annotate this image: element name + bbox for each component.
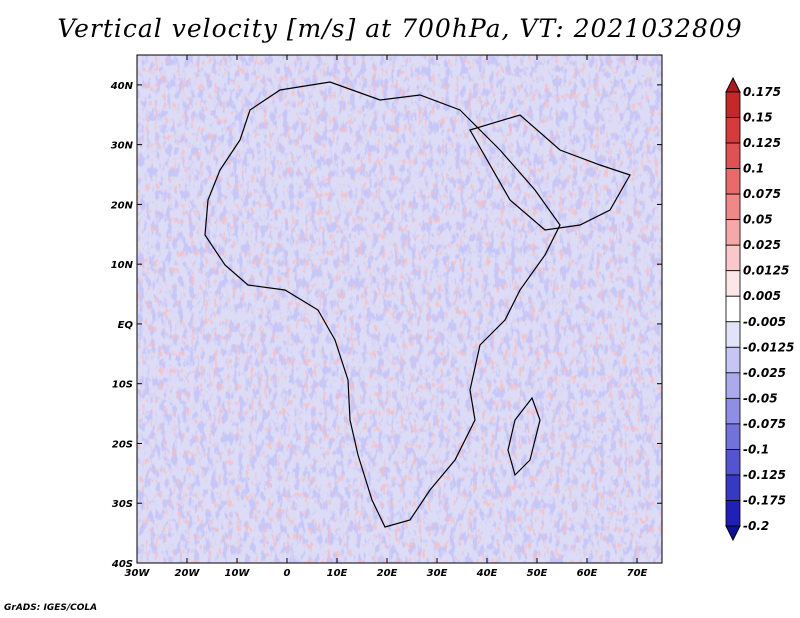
colorbar-label: 0.175 <box>743 85 781 99</box>
coastline-arabia <box>469 114 631 231</box>
y-axis: 40N 30N 20N 10N EQ 10S 20S 30S 40S <box>110 81 662 570</box>
colorbar-top-triangle <box>725 76 741 93</box>
colorbar-bottom-triangle <box>725 525 741 542</box>
colorbar-box <box>725 219 741 246</box>
x-tick-label: 50E <box>527 568 548 579</box>
colorbar-label: 0.005 <box>743 289 781 303</box>
x-tick-label: 0 <box>284 568 291 579</box>
x-tick-label: 10W <box>225 568 251 579</box>
x-tick-label: 10E <box>327 568 348 579</box>
y-tick-label: EQ <box>118 320 134 331</box>
colorbar-box <box>725 117 741 144</box>
colorbar-box <box>725 474 741 501</box>
colorbar-label: -0.0125 <box>743 340 794 354</box>
colorbar-label: -0.025 <box>743 366 786 380</box>
chart-title: Vertical velocity [m/s] at 700hPa, VT: 2… <box>57 14 743 43</box>
colorbar-box <box>725 423 741 450</box>
plot-area <box>137 55 662 563</box>
colorbar-box <box>725 321 741 348</box>
colorbar-box <box>725 91 741 118</box>
colorbar-box <box>725 295 741 323</box>
x-tick-label: 20E <box>377 568 398 579</box>
colorbar-label: 0.05 <box>743 213 773 227</box>
colorbar-box <box>725 397 741 425</box>
x-tick-label: 30E <box>427 568 448 579</box>
y-tick-label: 30S <box>112 499 133 510</box>
colorbar-label: -0.125 <box>743 468 786 482</box>
field-texture-red <box>137 55 662 563</box>
colorbar-label: -0.005 <box>743 315 786 329</box>
colorbar-box <box>725 270 741 297</box>
colorbar-label: -0.2 <box>743 519 769 533</box>
colorbar-box <box>725 500 741 527</box>
colorbar-label: 0.15 <box>743 111 773 125</box>
colorbar-label: -0.175 <box>743 493 786 507</box>
y-tick-label: 10S <box>112 380 133 391</box>
y-tick-label: 40N <box>110 81 134 92</box>
y-tick-label: 30N <box>111 141 134 152</box>
y-tick-label: 40S <box>111 559 133 570</box>
colorbar-label: 0.1 <box>743 162 764 176</box>
y-tick-label: 20N <box>111 200 134 211</box>
colorbar-label: 0.075 <box>743 187 781 201</box>
colorbar-label: 0.025 <box>743 238 781 252</box>
x-tick-label: 70E <box>627 568 648 579</box>
coastline-madagascar <box>507 396 541 477</box>
x-tick-label: 40E <box>476 568 498 579</box>
plot-frame <box>136 54 663 564</box>
colorbar-box <box>725 244 741 272</box>
colorbar-box <box>725 193 741 221</box>
x-tick-label: 60E <box>577 568 598 579</box>
x-axis: 30W 20W 10W 0 10E 20E 30E 40E 50E 60E 70E <box>125 55 648 579</box>
footer-credit: GrADS: IGES/COLA <box>4 603 98 613</box>
colorbar-label: -0.075 <box>743 417 786 431</box>
colorbar-label: 0.125 <box>743 136 781 150</box>
y-tick-label: 10N <box>111 260 134 271</box>
colorbar-label: -0.1 <box>743 442 769 456</box>
colorbar-label: -0.05 <box>743 391 778 405</box>
colorbar-label: 0.0125 <box>743 264 789 278</box>
colorbar-box <box>725 168 741 195</box>
coastline-africa <box>204 81 561 528</box>
colorbar-box <box>725 142 741 169</box>
y-tick-label: 20S <box>112 439 133 450</box>
colorbar-box <box>725 372 741 399</box>
colorbar: 0.175 0.15 0.125 0.1 0.075 0.05 0.025 0.0125 0.0… <box>725 76 794 542</box>
colorbar-box <box>725 449 741 476</box>
x-tick-label: 30W <box>125 568 151 579</box>
x-tick-label: 20W <box>175 568 201 579</box>
colorbar-box <box>725 346 741 374</box>
